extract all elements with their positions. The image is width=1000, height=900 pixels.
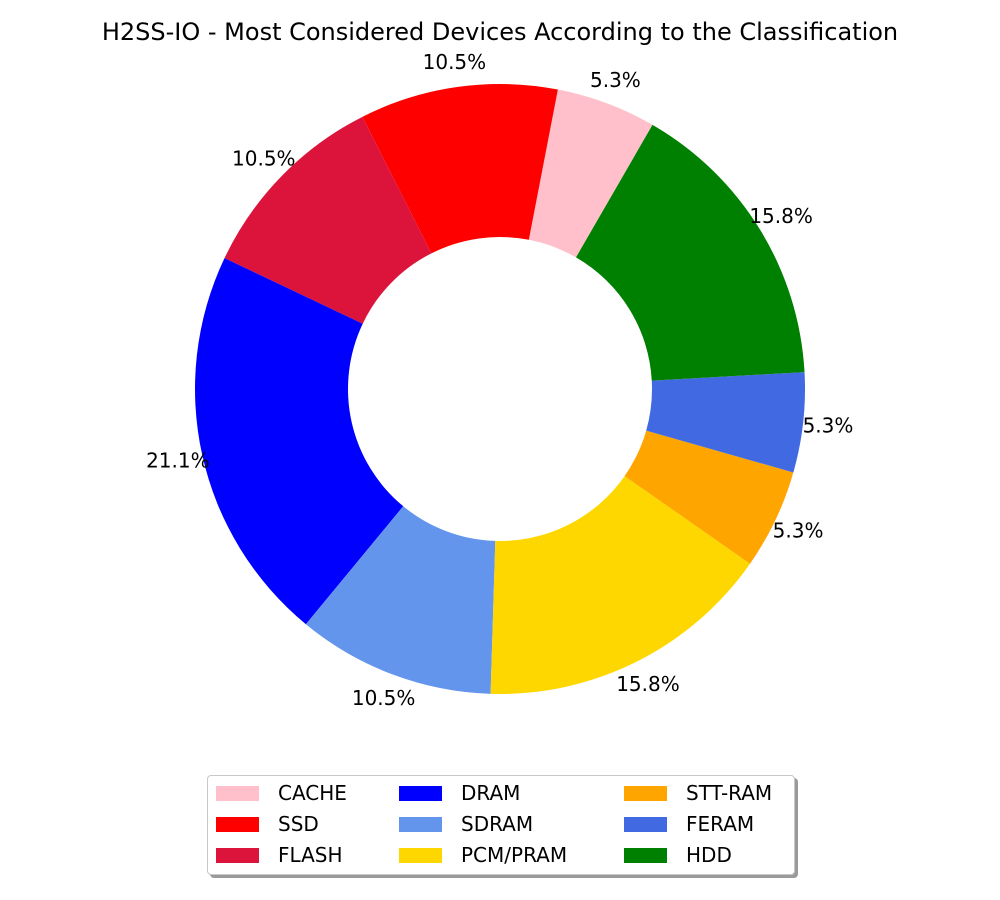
pct-label-pcm-pram: 15.8% (616, 672, 680, 696)
slice-hdd (576, 124, 805, 381)
legend-label: STT-RAM (686, 781, 773, 805)
legend-label: PCM/PRAM (461, 843, 568, 867)
legend-label: CACHE (278, 781, 347, 805)
slice-cache (528, 89, 653, 258)
slice-dram (194, 258, 404, 625)
legend-swatch (399, 848, 442, 863)
slice-stt-ram (624, 430, 794, 564)
pct-label-stt-ram: 5.3% (773, 519, 824, 543)
legend-swatch (216, 786, 259, 801)
legend-swatch (624, 786, 667, 801)
donut-chart: 5.3% 10.5% 10.5% 21.1% 10.5% 15.8% 5.3% 5.3% 15.… (146, 50, 854, 710)
slice-ssd (362, 83, 558, 254)
pct-label-feram: 5.3% (803, 414, 854, 438)
legend-label: DRAM (461, 781, 521, 805)
legend: CACHE SSD FLASH DRAM SDRAM PCM/PRAM STT-RAM FER… (207, 775, 795, 875)
pct-label-hdd: 15.8% (749, 204, 813, 228)
pct-label-ssd: 10.5% (423, 50, 487, 74)
pct-label-cache: 5.3% (590, 68, 641, 92)
slice-feram (646, 372, 805, 473)
legend-swatch (399, 817, 442, 832)
legend-swatch (399, 786, 442, 801)
legend-label: FLASH (278, 843, 343, 867)
legend-label: HDD (686, 843, 732, 867)
legend-label: FERAM (686, 812, 755, 836)
legend-swatch (216, 817, 259, 832)
pct-label-flash: 10.5% (232, 147, 296, 171)
slice-pcm-pram (490, 476, 751, 694)
slice-sdram (305, 506, 496, 694)
pct-label-sdram: 10.5% (352, 686, 416, 710)
legend-label: SSD (278, 812, 319, 836)
legend-swatch (624, 817, 667, 832)
legend-swatch (624, 848, 667, 863)
legend-swatch (216, 848, 259, 863)
legend-label: SDRAM (461, 812, 534, 836)
slice-flash (224, 116, 432, 324)
chart-title: H2SS-IO - Most Considered Devices Accord… (101, 18, 899, 46)
pct-label-dram: 21.1% (146, 449, 210, 473)
